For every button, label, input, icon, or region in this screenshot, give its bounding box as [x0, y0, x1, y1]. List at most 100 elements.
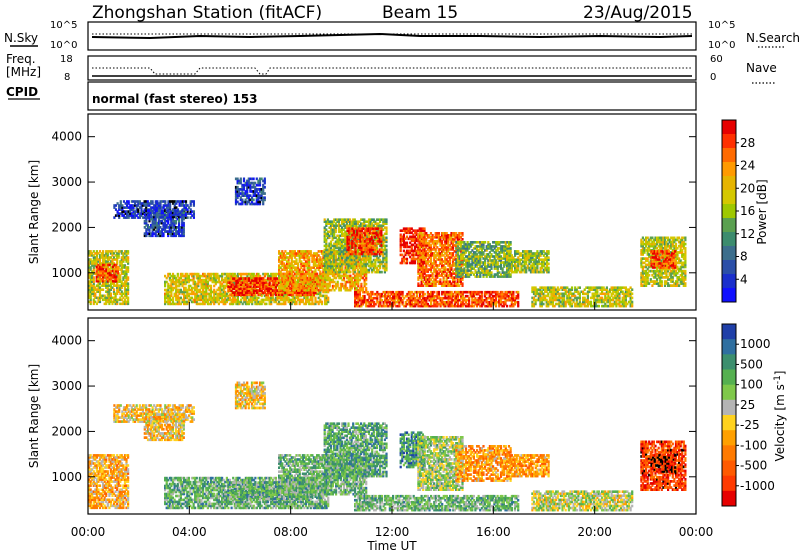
data-cell: [164, 280, 167, 284]
data-cell: [91, 286, 94, 289]
data-cell: [360, 270, 363, 274]
data-cell: [195, 284, 198, 288]
data-cell: [249, 300, 252, 304]
data-cell: [145, 221, 148, 225]
data-cell: [353, 220, 356, 223]
data-cell: [119, 208, 122, 211]
data-cell: [287, 264, 290, 267]
data-cell: [127, 210, 130, 213]
data-cell: [221, 296, 224, 300]
data-cell: [295, 262, 298, 265]
data-cell: [420, 227, 423, 230]
data-cell: [355, 224, 358, 227]
data-cell: [230, 281, 233, 284]
data-cell: [232, 274, 235, 278]
data-cell: [217, 276, 220, 280]
data-cell: [195, 276, 198, 280]
data-cell: [156, 215, 159, 219]
data-cell: [232, 296, 235, 300]
data-cell: [168, 284, 171, 288]
data-cell: [184, 202, 188, 205]
data-cell: [329, 224, 333, 227]
data-cell: [241, 287, 244, 290]
data-cell: [222, 300, 225, 304]
data-cell: [137, 202, 140, 205]
data-cell: [320, 276, 323, 280]
data-cell: [263, 302, 266, 306]
data-cell: [123, 272, 127, 275]
data-cell: [276, 298, 279, 302]
data-cell: [293, 284, 296, 288]
data-cell: [127, 286, 130, 289]
data-cell: [290, 302, 293, 306]
data-cell: [153, 232, 156, 235]
data-cell: [257, 179, 260, 183]
data-cell: [325, 242, 328, 246]
data-cell: [287, 278, 290, 282]
data-cell: [178, 276, 181, 280]
data-cell: [173, 302, 176, 306]
data-cell: [369, 231, 372, 235]
data-cell: [255, 183, 258, 187]
data-cell: [323, 236, 326, 240]
data-cell: [236, 196, 239, 200]
data-cell: [355, 262, 358, 266]
data-cell: [278, 258, 281, 261]
data-cell: [356, 238, 360, 242]
data-cell: [369, 240, 372, 243]
data-cell: [241, 194, 244, 197]
data-cell: [116, 258, 119, 261]
data-cell: [346, 248, 349, 252]
data-cell: [160, 215, 164, 219]
data-cell: [233, 279, 236, 282]
data-cell: [329, 256, 333, 260]
data-cell: [295, 258, 298, 261]
data-cell: [383, 246, 386, 250]
data-cell: [331, 268, 334, 272]
data-cell: [317, 250, 320, 253]
data-cell: [198, 290, 201, 294]
data-cell: [122, 206, 126, 209]
data-cell: [122, 300, 125, 304]
data-cell: [191, 200, 194, 203]
data-cell: [412, 251, 415, 255]
data-cell: [319, 250, 322, 253]
data-cell: [306, 298, 309, 302]
data-cell: [119, 260, 122, 263]
data-cell: [254, 181, 257, 185]
data-cell: [235, 300, 238, 304]
data-cell: [247, 277, 251, 280]
data-cell: [91, 278, 94, 281]
data-cell: [333, 260, 336, 264]
data-cell: [420, 256, 423, 259]
data-cell: [284, 284, 287, 288]
data-cell: [292, 264, 295, 267]
data-cell: [247, 279, 251, 282]
data-cell: [120, 268, 123, 271]
data-cell: [306, 286, 309, 290]
data-cell: [417, 238, 420, 241]
data-cell: [417, 270, 420, 273]
data-cell: [351, 252, 354, 256]
data-cell: [295, 254, 298, 257]
data-cell: [382, 260, 385, 264]
data-cell: [289, 266, 292, 269]
data-cell: [205, 294, 208, 298]
data-cell: [222, 284, 225, 288]
data-cell: [89, 300, 92, 304]
data-cell: [354, 278, 357, 282]
data-cell: [178, 230, 181, 233]
data-cell: [352, 244, 355, 247]
data-cell: [108, 292, 111, 296]
data-cell: [169, 204, 172, 207]
data-cell: [157, 204, 160, 207]
data-cell: [119, 296, 122, 300]
data-cell: [94, 296, 97, 300]
data-cell: [380, 235, 383, 239]
data-cell: [109, 286, 112, 289]
data-cell: [173, 228, 176, 231]
data-cell: [263, 298, 266, 302]
data-cell: [329, 254, 333, 258]
data-cell: [328, 250, 331, 253]
data-cell: [364, 229, 367, 233]
